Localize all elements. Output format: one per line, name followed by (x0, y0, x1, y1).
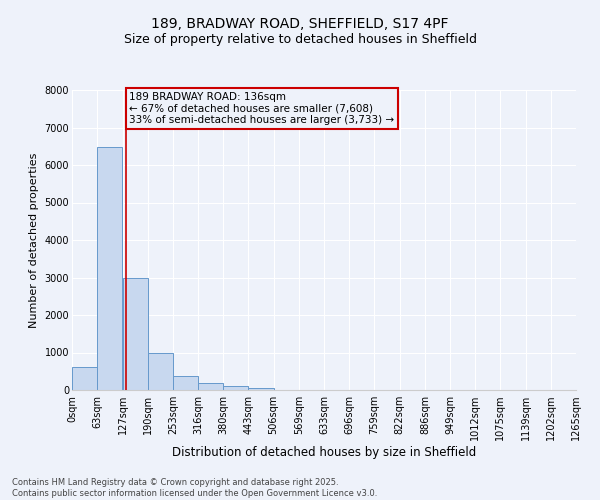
Y-axis label: Number of detached properties: Number of detached properties (29, 152, 39, 328)
Bar (198, 384, 223, 390)
Text: 189 BRADWAY ROAD: 136sqm
← 67% of detached houses are smaller (7,608)
33% of sem: 189 BRADWAY ROAD: 136sqm ← 67% of detach… (130, 92, 394, 125)
Text: Size of property relative to detached houses in Sheffield: Size of property relative to detached ho… (124, 32, 476, 46)
Text: Contains HM Land Registry data © Crown copyright and database right 2025.
Contai: Contains HM Land Registry data © Crown c… (12, 478, 377, 498)
Text: 189, BRADWAY ROAD, SHEFFIELD, S17 4PF: 189, BRADWAY ROAD, SHEFFIELD, S17 4PF (151, 18, 449, 32)
Bar (72, 367, 97, 390)
Bar (148, 352, 173, 390)
Bar (223, 386, 248, 390)
Bar (97, 147, 122, 390)
Bar (122, 278, 148, 390)
X-axis label: Distribution of detached houses by size in Sheffield: Distribution of detached houses by size … (172, 446, 476, 459)
Bar (173, 376, 198, 390)
Bar (248, 388, 274, 390)
